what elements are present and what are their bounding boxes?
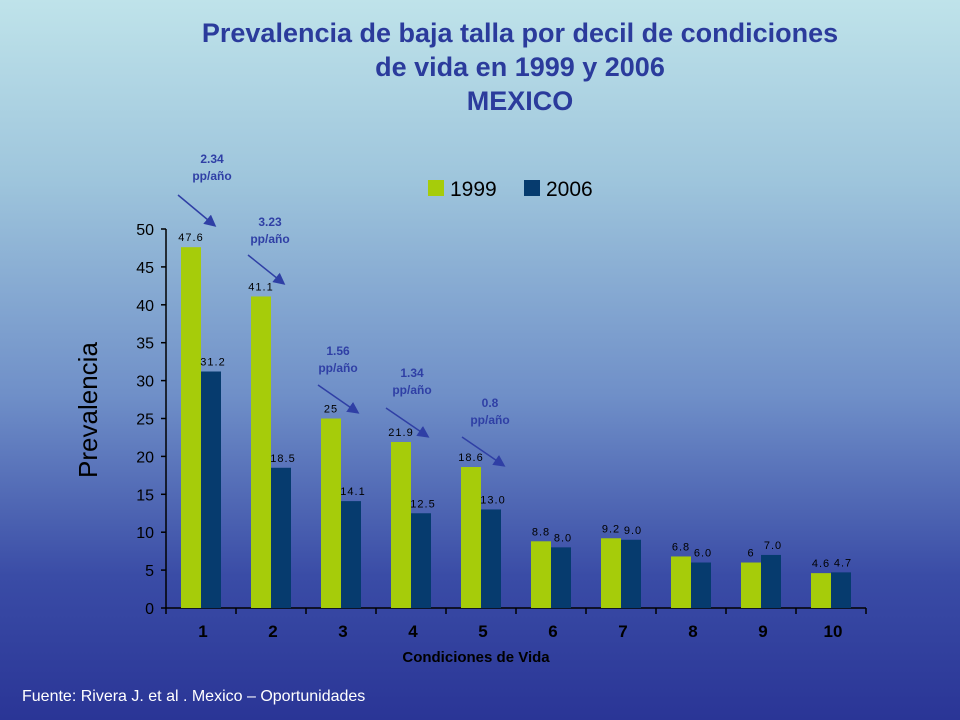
title-line-3: MEXICO (466, 86, 574, 116)
data-label-1999: 21.9 (388, 427, 413, 439)
y-tick-label: 0 (145, 601, 154, 618)
x-tick-label: 5 (478, 622, 487, 641)
annotation-unit: pp/año (318, 361, 357, 375)
bar-2006-decile-3 (341, 501, 361, 608)
data-label-2006: 6.0 (694, 548, 712, 560)
data-label-2006: 4.7 (834, 557, 852, 569)
annotation-unit: pp/año (250, 232, 289, 246)
bar-1999-decile-8 (671, 556, 691, 608)
x-axis-title: Condiciones de Vida (402, 649, 550, 666)
y-tick-label: 45 (136, 260, 154, 277)
x-tick-label: 2 (268, 622, 277, 641)
data-label-1999: 4.6 (812, 558, 830, 570)
annotation-arrow (317, 384, 360, 414)
data-label-2006: 13.0 (480, 494, 505, 506)
legend-label-2006: 2006 (546, 178, 593, 201)
annotation-arrow (385, 407, 430, 438)
x-tick-label: 4 (408, 622, 418, 641)
x-tick-label: 3 (338, 622, 347, 641)
data-label-1999: 8.8 (532, 526, 550, 538)
annotation-arrow (461, 436, 506, 467)
annotation-arrow (177, 194, 217, 227)
data-label-2006: 7.0 (764, 540, 782, 552)
data-label-2006: 14.1 (340, 486, 365, 498)
annotation-unit: pp/año (192, 169, 231, 183)
y-tick-label: 35 (136, 336, 154, 353)
bar-1999-decile-7 (601, 538, 621, 608)
data-label-2006: 9.0 (624, 525, 642, 537)
legend-swatch-1999 (428, 180, 444, 196)
data-label-2006: 18.5 (270, 453, 295, 465)
bar-2006-decile-5 (481, 509, 501, 608)
annotation-unit: pp/año (392, 383, 431, 397)
y-axis-title: Prevalencia (73, 342, 103, 478)
annotation-rate: 0.8 (482, 396, 499, 410)
title-line-1: Prevalencia de baja talla por decil de c… (201, 18, 839, 48)
x-tick-label: 8 (688, 622, 697, 641)
y-tick-label: 50 (136, 222, 154, 239)
bar-1999-decile-3 (321, 418, 341, 608)
bar-1999-decile-5 (461, 467, 481, 608)
data-label-1999: 6 (747, 548, 754, 560)
data-label-2006: 31.2 (200, 357, 225, 369)
bar-2006-decile-8 (691, 562, 711, 608)
y-tick-label: 30 (136, 374, 154, 391)
data-label-2006: 8.0 (554, 532, 572, 544)
x-tick-label: 7 (618, 622, 627, 641)
y-tick-label: 5 (145, 563, 154, 580)
annotation-arrow (247, 254, 286, 285)
data-label-1999: 47.6 (178, 232, 203, 244)
bar-2006-decile-4 (411, 513, 431, 608)
y-tick-label: 25 (136, 412, 154, 429)
bar-1999-decile-2 (251, 296, 271, 608)
x-tick-label: 10 (824, 622, 843, 641)
annotation-rate: 1.34 (400, 366, 424, 380)
legend-label-1999: 1999 (450, 178, 497, 201)
x-tick-label: 9 (758, 622, 767, 641)
bar-1999-decile-4 (391, 441, 411, 608)
annotation-unit: pp/año (470, 413, 509, 427)
bar-2006-decile-9 (761, 554, 781, 608)
bar-1999-decile-10 (811, 573, 831, 608)
chart-title: Prevalencia de baja talla por decil de c… (0, 16, 960, 118)
y-tick-label: 40 (136, 298, 154, 315)
data-label-2006: 12.5 (410, 498, 435, 510)
bar-2006-decile-6 (551, 547, 571, 608)
data-label-1999: 25 (324, 404, 338, 416)
data-label-1999: 6.8 (672, 541, 690, 553)
bar-1999-decile-9 (741, 562, 761, 608)
data-label-1999: 18.6 (458, 452, 483, 464)
data-label-1999: 41.1 (248, 281, 273, 293)
annotation-rate: 2.34 (200, 152, 224, 166)
annotation-rate: 3.23 (258, 215, 282, 229)
x-tick-label: 6 (548, 622, 557, 641)
bar-2006-decile-7 (621, 539, 641, 608)
title-line-2: de vida en 1999 y 2006 (375, 52, 665, 82)
bar-2006-decile-1 (201, 371, 221, 608)
x-tick-label: 1 (198, 622, 207, 641)
y-tick-label: 15 (136, 487, 154, 504)
bar-1999-decile-1 (181, 247, 201, 608)
y-tick-label: 20 (136, 449, 154, 466)
bar-2006-decile-10 (831, 572, 851, 608)
annotation-rate: 1.56 (326, 344, 350, 358)
bar-2006-decile-2 (271, 467, 291, 608)
source-note: Fuente: Rivera J. et al . Mexico – Oport… (22, 688, 366, 705)
bar-1999-decile-6 (531, 541, 551, 608)
y-tick-label: 10 (136, 525, 154, 542)
legend-swatch-2006 (524, 180, 540, 196)
data-label-1999: 9.2 (602, 523, 620, 535)
